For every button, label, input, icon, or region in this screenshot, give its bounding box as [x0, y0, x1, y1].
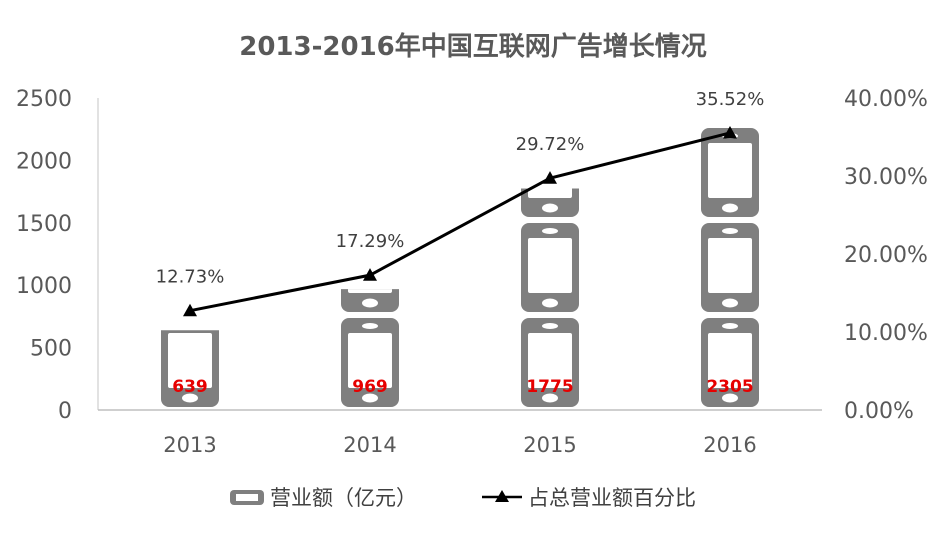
bar [701, 128, 759, 407]
line-point [183, 303, 197, 317]
x-tick-label: 2016 [703, 433, 756, 457]
right-tick-label: 20.00% [844, 243, 928, 268]
left-tick-label: 1000 [16, 274, 72, 299]
legend: 营业额（亿元） 占总营业额百分比 [230, 486, 696, 510]
x-tick-label: 2015 [523, 433, 576, 457]
left-tick-label: 500 [30, 337, 72, 362]
x-axis: 2013 2014 2015 2016 [163, 433, 756, 457]
bar-value-label: 639 [172, 377, 208, 397]
right-axis: 0.00% 10.00% 20.00% 30.00% 40.00% [844, 87, 928, 424]
right-tick-label: 30.00% [844, 165, 928, 190]
line-point [543, 171, 557, 184]
line-data-label: 29.72% [516, 134, 585, 155]
bar-value-label: 969 [352, 377, 388, 397]
left-tick-label: 0 [58, 399, 72, 424]
chart-title: 2013-2016年中国互联网广告增长情况 [239, 31, 707, 62]
right-tick-label: 40.00% [844, 87, 928, 112]
left-tick-label: 1500 [16, 212, 72, 237]
right-tick-label: 0.00% [844, 399, 914, 424]
right-tick-label: 10.00% [844, 321, 928, 346]
bar [521, 188, 579, 407]
legend-label-bar: 营业额（亿元） [270, 486, 417, 510]
legend-marker-icon [495, 490, 509, 502]
x-tick-label: 2013 [163, 433, 216, 457]
line-point [723, 125, 737, 139]
series-line [189, 131, 731, 313]
legend-bar-icon [230, 490, 264, 505]
legend-label-line: 占总营业额百分比 [528, 486, 696, 510]
line-data-label: 17.29% [336, 231, 405, 252]
bar [161, 330, 219, 407]
left-tick-label: 2000 [16, 149, 72, 174]
left-tick-label: 2500 [16, 87, 72, 112]
bar-value-label: 2305 [706, 377, 753, 397]
bar-value-labels: 639 969 1775 2305 [172, 377, 753, 397]
bar-value-label: 1775 [526, 377, 573, 397]
line-data-label: 12.73% [156, 267, 225, 288]
bar [341, 289, 399, 407]
bar-series [161, 128, 759, 407]
line-point [363, 268, 377, 281]
line-series: 12.73% 17.29% 29.72% 35.52% [156, 89, 765, 317]
left-axis: 0 500 1000 1500 2000 2500 [16, 87, 72, 424]
line-data-label: 35.52% [696, 89, 765, 110]
x-tick-label: 2014 [343, 433, 396, 457]
